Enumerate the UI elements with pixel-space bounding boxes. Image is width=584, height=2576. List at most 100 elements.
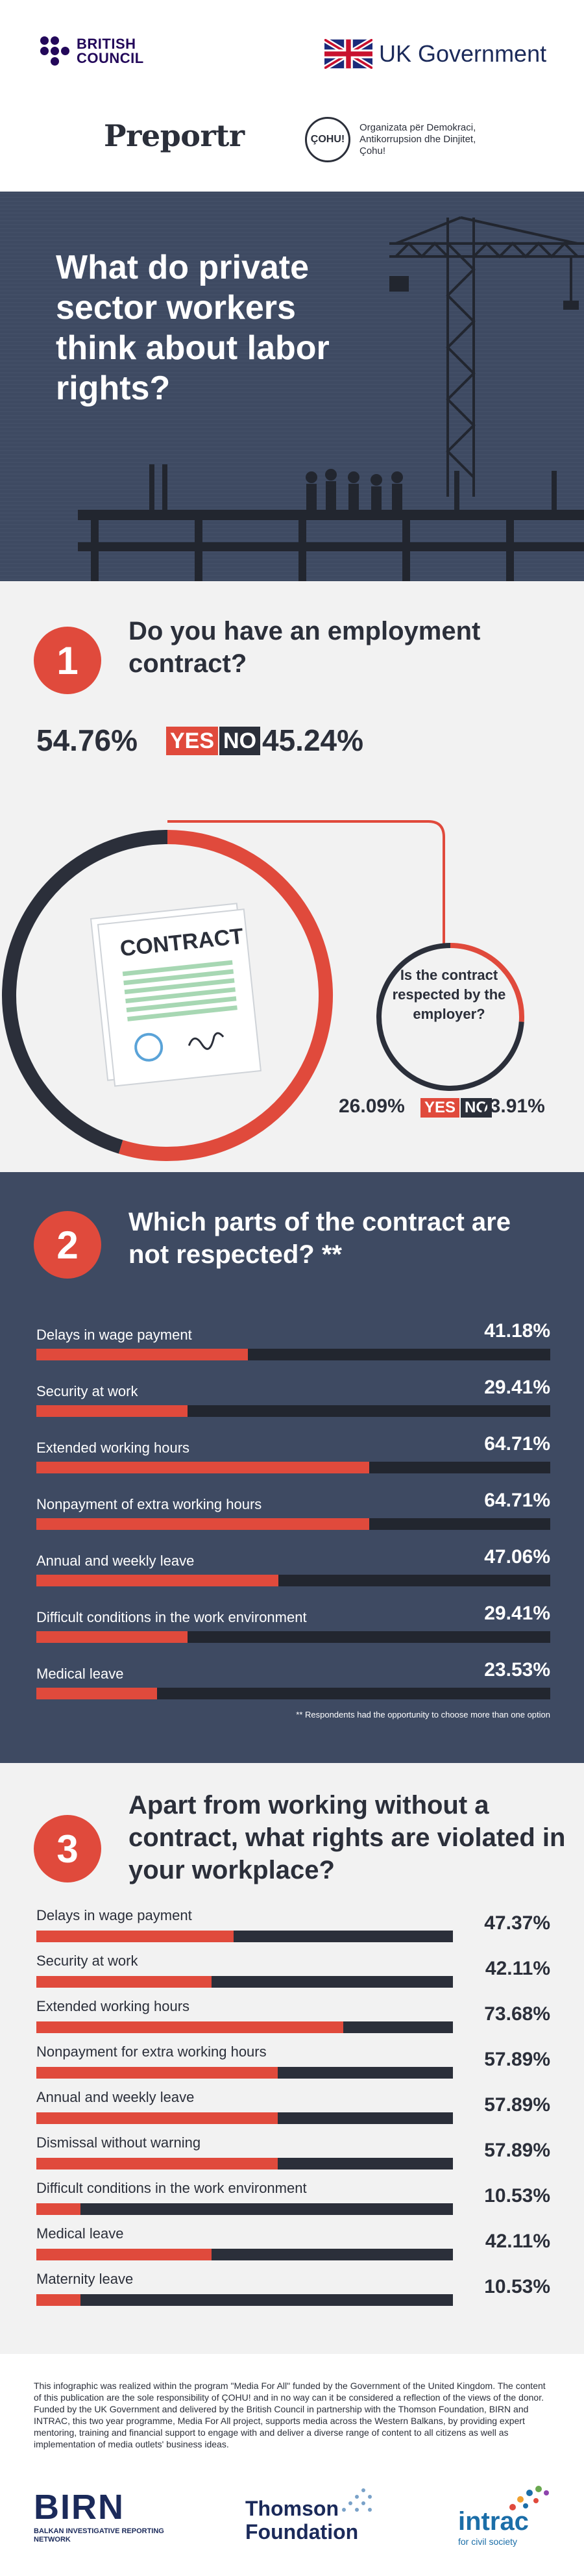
- section-number-3: 3: [34, 1815, 101, 1882]
- section3-question: Apart from working without a contract, w…: [128, 1791, 566, 1884]
- bar-fill: [36, 2112, 278, 2124]
- section-contract-violations: 2 Which parts of the contract are not re…: [0, 1172, 584, 1763]
- bar-value-label: 10.53%: [484, 2185, 550, 2207]
- bar-track: [36, 1518, 550, 1530]
- section-contract: 1 Do you have an employment contract? 54…: [0, 581, 584, 1172]
- section-rights-violations: 3 Apart from working without a contract,…: [0, 1763, 584, 2354]
- respected-donut-slice-yes: [450, 943, 524, 1022]
- footer-disclaimer: This infographic was realized within the…: [34, 2381, 546, 2449]
- thomson-foundation-logo: Thomson Foundation: [245, 2497, 358, 2544]
- bar-row: Difficult conditions in the work environ…: [0, 1599, 584, 1655]
- bar-value-label: 57.89%: [484, 2140, 550, 2161]
- british-council-line2: COUNCIL: [77, 50, 144, 66]
- footer: This infographic was realized within the…: [0, 2354, 584, 2576]
- thomson-line1: Thomson: [245, 2497, 339, 2520]
- bar-track: [36, 2158, 453, 2170]
- bar-fill: [36, 1462, 369, 1473]
- bar-value-label: 42.11%: [485, 2231, 550, 2252]
- intrac-subtitle: for civil society: [458, 2536, 518, 2547]
- contract-donut-chart: CONTRACT: [2, 820, 524, 1161]
- bar-category-label: Extended working hours: [36, 1440, 190, 1456]
- bar-fill: [36, 1931, 234, 1942]
- bar-value-label: 64.71%: [484, 1490, 550, 1511]
- bar-fill: [36, 2067, 278, 2079]
- birn-text: BIRN: [34, 2488, 125, 2527]
- bar-fill: [36, 1575, 278, 1586]
- legend-no-small: NO: [461, 1098, 493, 1118]
- bar-row: Nonpayment for extra working hours 57.89%: [0, 2044, 584, 2089]
- contract-donut-slice-no: [2, 830, 168, 1154]
- bar-fill: [36, 2203, 80, 2215]
- sub-question: Is the contract respected by the employe…: [392, 967, 506, 1022]
- bar-track: [36, 1931, 453, 1942]
- bar-row: Extended working hours 73.68%: [0, 1998, 584, 2044]
- bar-fill: [36, 1518, 369, 1530]
- bar-value-label: 47.06%: [484, 1546, 550, 1568]
- bar-value-label: 23.53%: [484, 1659, 550, 1681]
- respected-yes-pct: 26.09%: [339, 1095, 405, 1117]
- preportr-logo: Preportr: [104, 118, 245, 153]
- respected-yes-no-legend: YES NO: [420, 1098, 493, 1118]
- bar-row: Annual and weekly leave 57.89%: [0, 2089, 584, 2134]
- bar-category-label: Nonpayment of extra working hours: [36, 1496, 262, 1512]
- legend-no: NO: [219, 727, 261, 755]
- british-council-dots-icon: [40, 36, 70, 66]
- contract-yes-no-legend: YES NO: [166, 727, 261, 755]
- contract-donut-slice-yes: [118, 830, 333, 1161]
- bar-row: Dismissal without warning 57.89%: [0, 2134, 584, 2180]
- bar-track: [36, 1631, 550, 1643]
- bar-category-label: Medical leave: [36, 1666, 124, 1682]
- bar-category-label: Maternity leave: [36, 2271, 134, 2287]
- uk-government-text: UK Government: [379, 40, 547, 67]
- bar-row: Extended working hours 64.71%: [0, 1429, 584, 1486]
- section-number-2: 2: [34, 1211, 101, 1279]
- bar-track: [36, 1462, 550, 1473]
- bar-category-label: Medical leave: [36, 2225, 124, 2242]
- bar-fill: [36, 2021, 344, 2033]
- bar-row: Nonpayment of extra working hours 64.71%: [0, 1486, 584, 1542]
- bar-category-label: Nonpayment for extra working hours: [36, 2044, 267, 2060]
- bar-fill: [36, 1688, 158, 1699]
- bar-category-label: Delays in wage payment: [36, 1327, 192, 1343]
- bar-category-label: Annual and weekly leave: [36, 1553, 195, 1569]
- bar-value-label: 42.11%: [485, 1958, 550, 1979]
- bar-row: Medical leave 23.53%: [0, 1655, 584, 1712]
- connector-line: [167, 820, 445, 945]
- bar-category-label: Security at work: [36, 1953, 138, 1969]
- british-council-line1: BRITISH: [77, 36, 136, 52]
- legend-yes-small: YES: [420, 1098, 460, 1118]
- bar-track: [36, 2112, 453, 2124]
- bar-row: Security at work 42.11%: [0, 1953, 584, 1998]
- bar-track: [36, 1405, 550, 1417]
- bar-fill: [36, 2158, 278, 2170]
- bar-fill: [36, 1976, 212, 1988]
- bar-category-label: Extended working hours: [36, 1998, 190, 2014]
- bar-fill: [36, 1631, 188, 1643]
- logo-header: BRITISH COUNCIL UK Government Preportr Ç…: [0, 0, 584, 192]
- bar-row: Medical leave 42.11%: [0, 2225, 584, 2271]
- birn-subtitle: BALKAN INVESTIGATIVE REPORTING NETWORK: [34, 2527, 164, 2544]
- bar-row: Annual and weekly leave 47.06%: [0, 1542, 584, 1599]
- contract-document-icon: CONTRACT: [90, 903, 262, 1087]
- legend-yes: YES: [166, 727, 219, 755]
- chohu-text: Organizata për Demokraci, Antikorrupsion…: [359, 122, 476, 156]
- building-frame: [78, 464, 584, 581]
- bar-category-label: Annual and weekly leave: [36, 2089, 195, 2105]
- birn-logo: BIRN BALKAN INVESTIGATIVE REPORTING NETW…: [34, 2487, 170, 2544]
- bar-track: [36, 2203, 453, 2215]
- bar-value-label: 10.53%: [484, 2276, 550, 2297]
- bar-value-label: 29.41%: [484, 1603, 550, 1624]
- intrac-text: intrac: [458, 2507, 529, 2536]
- sub-donut-bg: [378, 944, 523, 1090]
- intrac-dots-icon: [509, 2486, 549, 2510]
- bar-value-label: 73.68%: [484, 2003, 550, 2025]
- bar-category-label: Difficult conditions in the work environ…: [36, 1609, 307, 1625]
- bar-track: [36, 1976, 453, 1988]
- bar-fill: [36, 1349, 249, 1360]
- crane-cab: [389, 276, 409, 292]
- bar-track: [36, 1575, 550, 1586]
- bar-row: Maternity leave 10.53%: [0, 2271, 584, 2316]
- bar-row: Security at work 29.41%: [0, 1373, 584, 1429]
- hero-banner: What do private sector workers think abo…: [0, 192, 584, 581]
